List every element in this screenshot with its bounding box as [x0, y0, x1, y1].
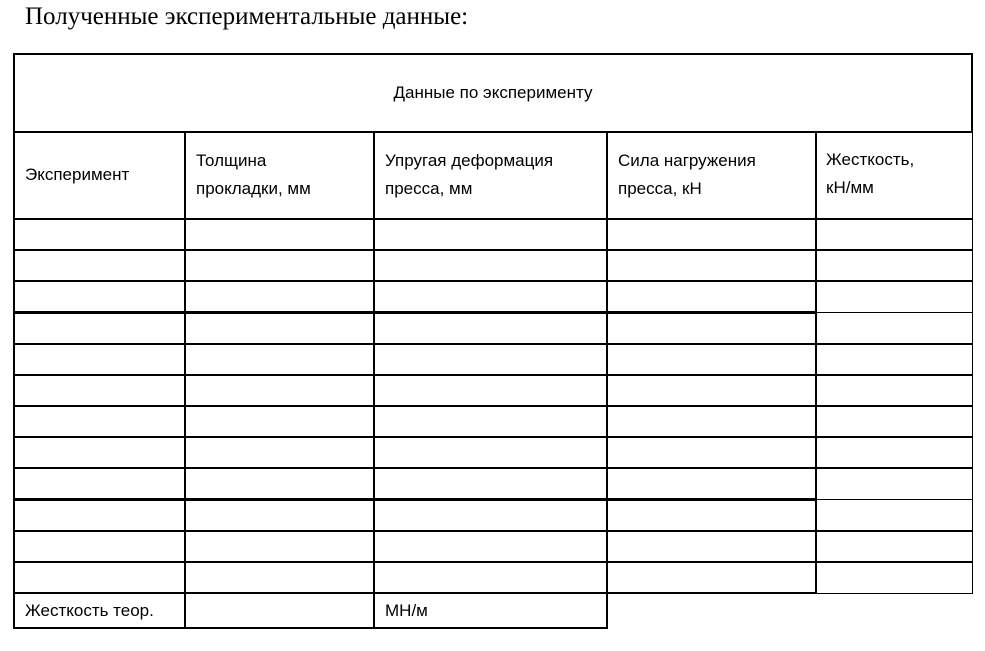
- table-cell: [373, 343, 608, 376]
- table-cell: [184, 343, 375, 376]
- footer-label-text: Жесткость теор.: [25, 601, 154, 620]
- table-cell: [184, 218, 375, 251]
- table-cell: [184, 561, 375, 594]
- table-cell: [13, 280, 186, 313]
- table-cell: [184, 374, 375, 407]
- table-cell: [606, 280, 817, 313]
- footer-label: Жесткость теор.: [13, 592, 186, 629]
- table-cell: [184, 436, 375, 469]
- footer-value: [184, 592, 375, 629]
- table-cell: [13, 218, 186, 251]
- page-title: Полученные экспериментальные данные:: [25, 3, 469, 30]
- table-cell: [815, 530, 973, 563]
- table-cell: [815, 280, 973, 313]
- table-cell: [184, 530, 375, 563]
- table-cell: [815, 467, 973, 500]
- column-header: Сила нагружения пресса, кН: [606, 131, 817, 220]
- table-cell: [13, 499, 186, 532]
- table-cell: [373, 499, 608, 532]
- table-cell: [373, 530, 608, 563]
- column-header-label: Эксперимент: [25, 165, 130, 184]
- table-cell: [184, 467, 375, 500]
- table-cell: [606, 561, 817, 594]
- column-header-label: Толщина прокладки, мм: [196, 151, 311, 198]
- table-cell: [13, 530, 186, 563]
- table-cell: [184, 312, 375, 345]
- table-cell: [184, 280, 375, 313]
- table-cell: [815, 343, 973, 376]
- column-header-label: Упругая деформация пресса, мм: [385, 151, 554, 198]
- table-cell: [373, 312, 608, 345]
- table-cell: [373, 218, 608, 251]
- table-cell: [815, 405, 973, 438]
- column-header: Упругая деформация пресса, мм: [373, 131, 608, 220]
- column-header-label: Сила нагружения пресса, кН: [618, 151, 756, 198]
- table-cell: [815, 561, 973, 594]
- table-cell: [606, 249, 817, 282]
- table-cell: [606, 499, 817, 532]
- table-cell: [13, 343, 186, 376]
- table-cell: [373, 467, 608, 500]
- table-cell: [606, 218, 817, 251]
- table-cell: [184, 405, 375, 438]
- table-cell: [13, 374, 186, 407]
- column-header: Жесткость, кН/мм: [815, 131, 973, 220]
- table-cell: [373, 374, 608, 407]
- footer-unit: МН/м: [373, 592, 608, 629]
- table-cell: [606, 343, 817, 376]
- table-cell: [606, 405, 817, 438]
- table-cell: [815, 374, 973, 407]
- table-cell: [13, 249, 186, 282]
- table-cell: [815, 312, 973, 345]
- table-cell: [373, 405, 608, 438]
- table-cell: [373, 280, 608, 313]
- table-cell: [13, 436, 186, 469]
- table-cell: [184, 249, 375, 282]
- table-cell: [13, 312, 186, 345]
- table-caption: Данные по эксперименту: [13, 53, 973, 133]
- table-cell: [13, 405, 186, 438]
- table-cell: [373, 249, 608, 282]
- table-cell: [373, 436, 608, 469]
- table-cell: [815, 436, 973, 469]
- table-cell: [373, 561, 608, 594]
- table-cell: [13, 467, 186, 500]
- table-cell: [606, 467, 817, 500]
- table-cell: [815, 249, 973, 282]
- column-header-label: Жесткость, кН/мм: [826, 150, 915, 197]
- table-cell: [815, 218, 973, 251]
- footer-unit-text: МН/м: [385, 601, 428, 620]
- table-cell: [184, 499, 375, 532]
- table-cell: [13, 561, 186, 594]
- table-cell: [606, 436, 817, 469]
- table-cell: [815, 499, 973, 532]
- table-cell: [606, 374, 817, 407]
- table-cell: [606, 312, 817, 345]
- table-cell: [606, 530, 817, 563]
- column-header: Эксперимент: [13, 131, 186, 220]
- column-header: Толщина прокладки, мм: [184, 131, 375, 220]
